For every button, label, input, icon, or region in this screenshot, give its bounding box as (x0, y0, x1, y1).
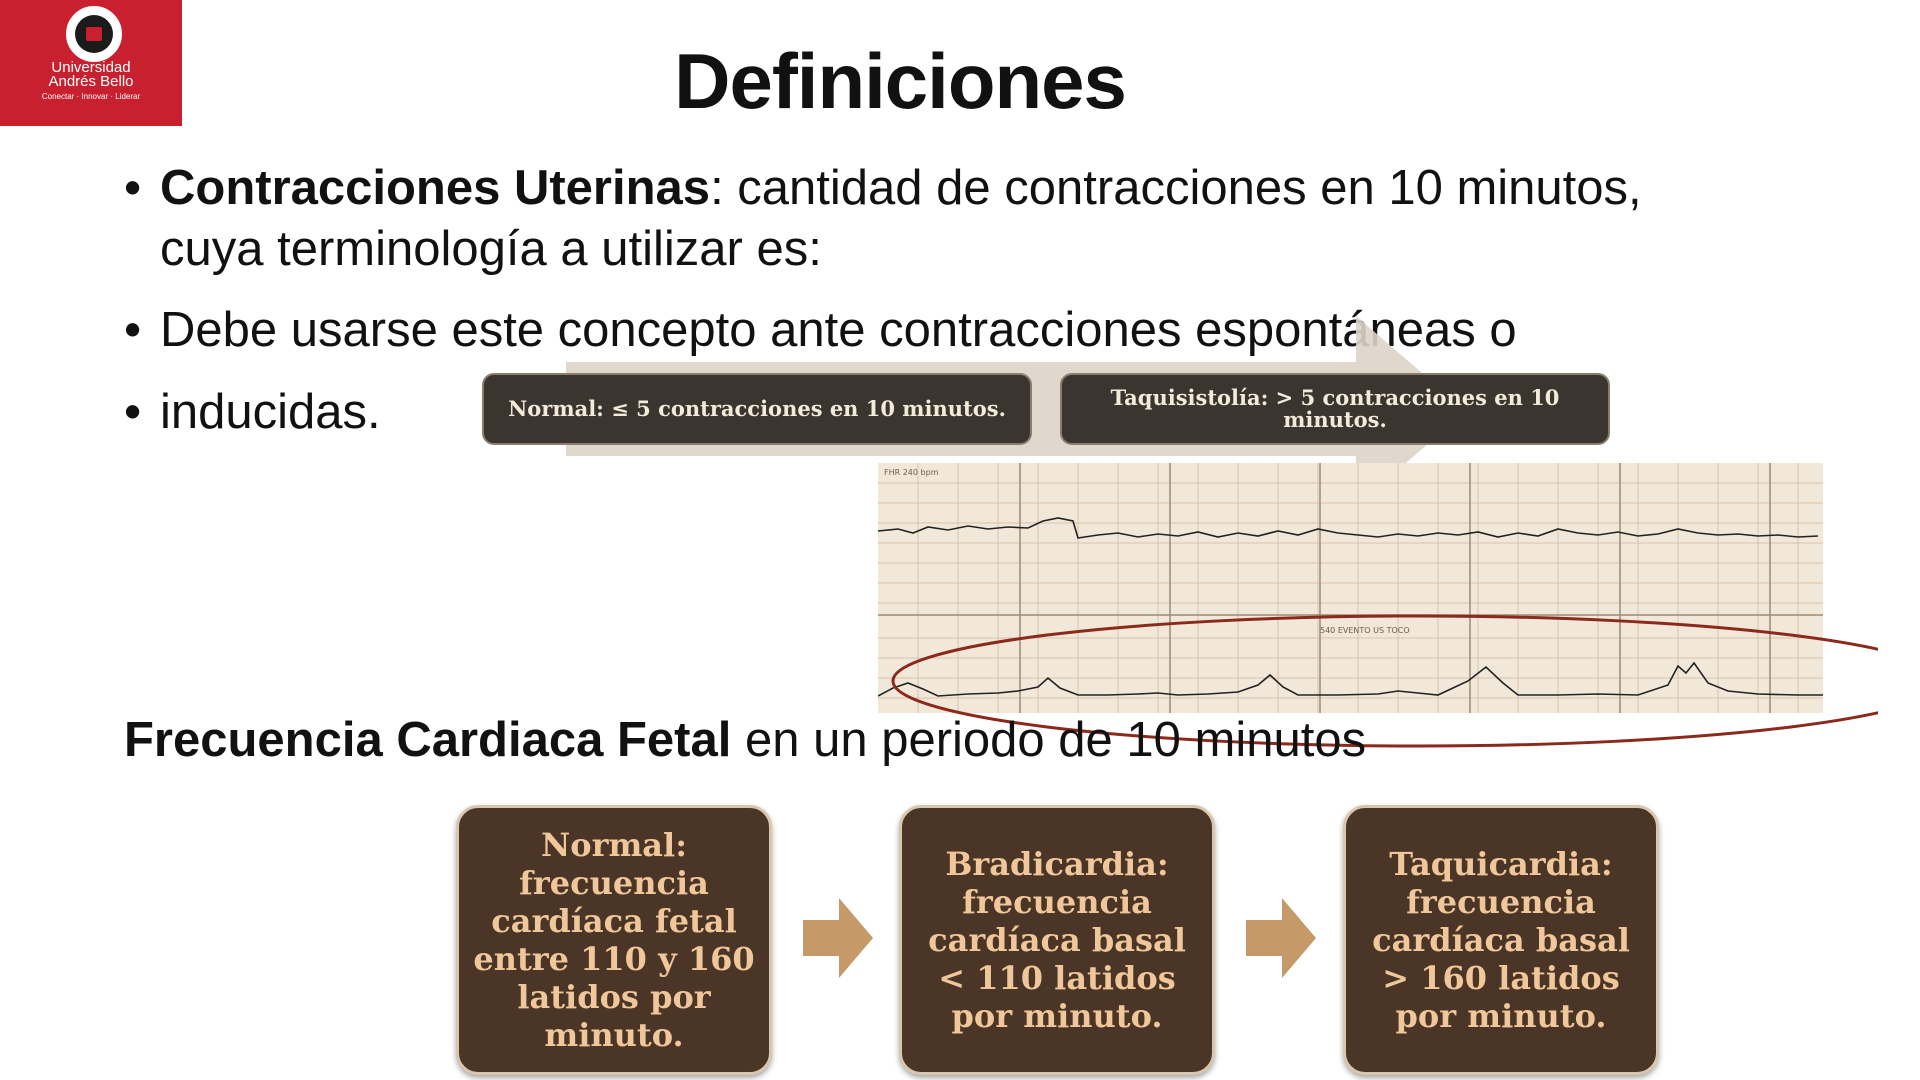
fcf-definition: en un periodo de 10 minutos (731, 713, 1367, 767)
bullet-marker: • (124, 303, 142, 357)
bullet-marker: • (124, 161, 142, 215)
arrow-right-icon (803, 898, 873, 978)
contraction-highlight-ellipse (891, 614, 1878, 748)
bullet-induced-text: inducidas. (160, 385, 381, 439)
bullet-uterine-contractions: • Contracciones Uterinas: cantidad de co… (124, 158, 1684, 280)
fcf-card-taquicardia: Taquicardia: frecuencia cardíaca basal >… (1343, 805, 1659, 1075)
bullet-marker: • (124, 385, 142, 439)
uterine-contraction-trace (878, 661, 1823, 697)
arrow-right-icon (1246, 898, 1316, 978)
logo-tagline: Conectar · Innovar · Liderar (41, 92, 141, 101)
logo-name-line2: Andrés Bello (48, 73, 134, 90)
bullet-usage: • Debe usarse este concepto ante contrac… (124, 300, 1764, 361)
fcf-card-taquicardia-text: Taquicardia: frecuencia cardíaca basal >… (1372, 845, 1630, 1035)
fcf-card-bradicardia-text: Bradicardia: frecuencia cardíaca basal <… (928, 845, 1186, 1035)
fcf-heading: Frecuencia Cardiaca Fetal en un periodo … (124, 710, 1366, 770)
ctg-grid (878, 463, 1823, 713)
ctg-top-label: FHR 240 bpm (884, 468, 939, 477)
university-seal-icon (66, 6, 122, 62)
fcf-card-normal: Normal: frecuencia cardíaca fetal entre … (456, 805, 772, 1075)
ctg-paper (878, 463, 1823, 713)
bullet-definition: : cantidad de contracciones en 10 minuto… (160, 161, 1642, 276)
bullet-usage-text: Debe usarse este concepto ante contracci… (160, 303, 1517, 357)
taquisistolia-box: Taquisistolía: > 5 contracciones en 10 m… (1060, 373, 1610, 445)
ctg-middle-label: 540 EVENTO US TOCO (1320, 626, 1410, 635)
fcf-card-bradicardia: Bradicardia: frecuencia cardíaca basal <… (899, 805, 1215, 1075)
bullet-induced: • inducidas. (124, 382, 484, 443)
fetal-heart-rate-trace (878, 517, 1819, 539)
university-logo: Universidad Andrés Bello Conectar · Inno… (0, 0, 182, 126)
fcf-term: Frecuencia Cardiaca Fetal (124, 713, 732, 767)
logo-name-line1: Universidad (51, 59, 131, 76)
slide-title: Definiciones (674, 37, 1127, 125)
normal-contractions-box: Normal: ≤ 5 contracciones en 10 minutos. (482, 373, 1032, 445)
fcf-card-normal-text: Normal: frecuencia cardíaca fetal entre … (473, 826, 755, 1054)
bullet-term: Contracciones Uterinas (160, 161, 711, 215)
ctg-strip-image: FHR 240 bpm 540 EVENTO US TOCO (878, 463, 1878, 748)
